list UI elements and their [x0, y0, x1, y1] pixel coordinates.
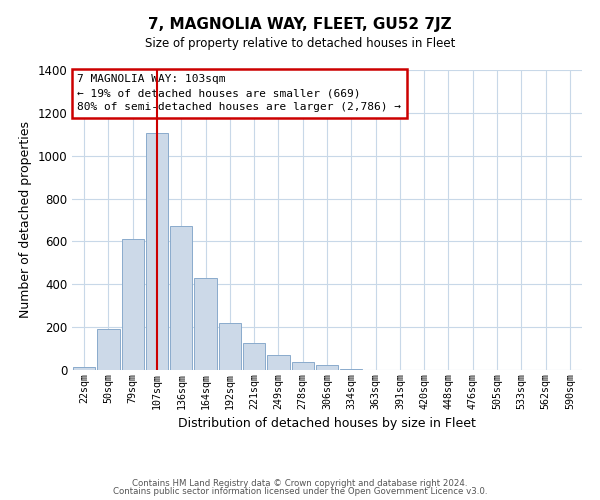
Bar	[122, 240, 144, 370]
Bar	[218, 323, 241, 370]
Text: 7, MAGNOLIA WAY, FLEET, GU52 7JZ: 7, MAGNOLIA WAY, FLEET, GU52 7JZ	[148, 18, 452, 32]
Bar	[73, 367, 95, 370]
Text: Contains HM Land Registry data © Crown copyright and database right 2024.: Contains HM Land Registry data © Crown c…	[132, 478, 468, 488]
Bar	[243, 343, 265, 370]
Text: Size of property relative to detached houses in Fleet: Size of property relative to detached ho…	[145, 38, 455, 51]
Y-axis label: Number of detached properties: Number of detached properties	[19, 122, 32, 318]
Text: Contains public sector information licensed under the Open Government Licence v3: Contains public sector information licen…	[113, 487, 487, 496]
Bar	[146, 133, 168, 370]
Bar	[316, 364, 338, 370]
X-axis label: Distribution of detached houses by size in Fleet: Distribution of detached houses by size …	[178, 417, 476, 430]
Bar	[97, 330, 119, 370]
Bar	[194, 278, 217, 370]
Bar	[267, 355, 290, 370]
Bar	[292, 362, 314, 370]
Text: 7 MAGNOLIA WAY: 103sqm
← 19% of detached houses are smaller (669)
80% of semi-de: 7 MAGNOLIA WAY: 103sqm ← 19% of detached…	[77, 74, 401, 112]
Bar	[340, 369, 362, 370]
Bar	[170, 226, 193, 370]
